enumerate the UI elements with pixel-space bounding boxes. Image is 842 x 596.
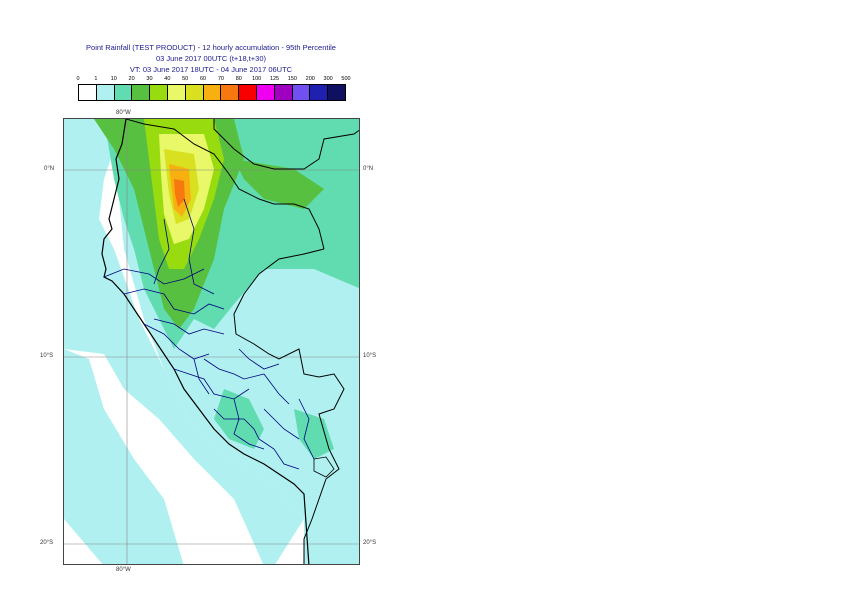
legend-label: 300 (323, 76, 333, 82)
legend-swatch (114, 85, 133, 100)
legend-label: 200 (305, 76, 315, 82)
legend-label: 100 (252, 76, 262, 82)
brazil-border (233, 248, 345, 480)
legend-label: 10 (110, 76, 117, 82)
rain-mid-south2 (294, 409, 334, 459)
rain-sea-patch (64, 349, 184, 564)
colombia-border (213, 119, 359, 170)
north-coast (125, 119, 325, 250)
legend-swatch (292, 85, 311, 100)
legend-swatch (203, 85, 222, 100)
color-legend (78, 84, 346, 101)
legend-swatch (221, 85, 240, 100)
legend-swatch (310, 85, 329, 100)
legend-swatch (79, 85, 97, 100)
base-time: 03 June 2017 00UTC (t+18,t+30) (155, 54, 267, 63)
legend-swatch (256, 85, 275, 100)
lon-label-top: 80°W (116, 110, 131, 116)
bolivia-border (303, 478, 327, 564)
lat-label-left-20: 20°S (40, 540, 54, 546)
legend-label: 30 (146, 76, 153, 82)
legend-label: 0 (76, 76, 80, 82)
legend-swatch (132, 85, 151, 100)
legend-label: 60 (200, 76, 207, 82)
lake-titicaca (313, 456, 335, 478)
legend-label: 125 (269, 76, 280, 82)
legend-swatch (96, 85, 115, 100)
legend-swatch (150, 85, 168, 100)
map-title: Point Rainfall (TEST PRODUCT) - 12 hourl… (86, 43, 336, 52)
legend-label: 50 (182, 76, 189, 82)
legend-swatch (167, 85, 186, 100)
rain-darkorange (174, 179, 185, 207)
legend-label: 500 (341, 76, 351, 82)
valid-time: VT: 03 June 2017 18UTC - 04 June 2017 06… (129, 65, 293, 74)
lat-label-left-10: 10°S (40, 353, 54, 359)
region-borders (103, 198, 315, 470)
map-canvas (64, 119, 359, 564)
legend-label: 40 (164, 76, 171, 82)
legend-swatch (185, 85, 204, 100)
legend-label: 1 (94, 76, 98, 82)
legend-swatch (239, 85, 257, 100)
rainfall-map (63, 118, 360, 565)
lon-label-bottom: 80°W (116, 567, 131, 573)
lat-label-left-0: 0°N (44, 166, 55, 172)
legend-label: 20 (128, 76, 135, 82)
legend-label: 80 (235, 76, 242, 82)
legend-swatch (274, 85, 293, 100)
legend-label: 70 (217, 76, 224, 82)
rain-green-east (234, 159, 324, 209)
legend-swatch (328, 85, 345, 100)
coastline (101, 119, 310, 564)
legend-label: 150 (287, 76, 297, 82)
lat-label-right-10: 10°S (363, 353, 377, 359)
legend-labels: 0 1 10 20 30 40 50 60 70 80 100 125 150 200 300 500 (76, 76, 350, 84)
lat-label-right-0: 0°N (363, 166, 374, 172)
lat-label-right-20: 20°S (363, 540, 377, 546)
